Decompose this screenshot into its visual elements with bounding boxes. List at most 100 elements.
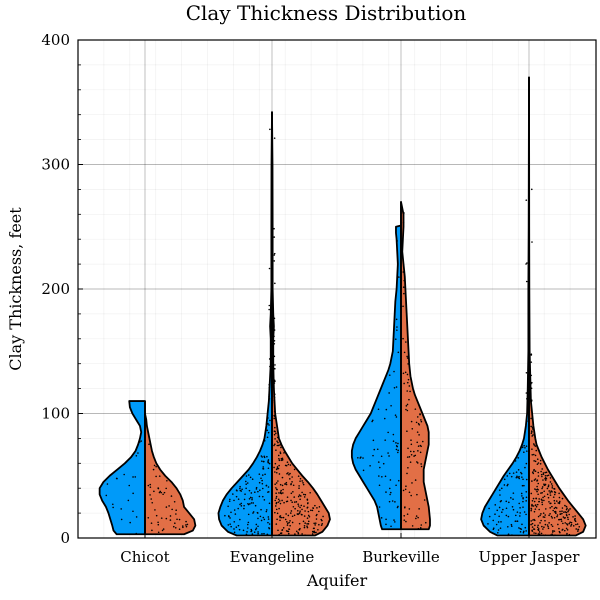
data-point-upper-jasper (544, 514, 546, 516)
data-point-upper-jasper (500, 487, 503, 490)
data-point-upper-jasper (534, 508, 537, 510)
data-point-evangeline (260, 508, 262, 511)
data-point-evangeline (233, 520, 236, 523)
data-point-chicot (135, 454, 138, 457)
chart-title: Clay Thickness Distribution (186, 1, 467, 25)
data-point-upper-jasper (561, 497, 564, 500)
data-point-upper-jasper (530, 507, 533, 510)
data-point-evangeline (311, 509, 314, 512)
data-point-upper-jasper (497, 521, 500, 523)
data-point-chicot (127, 499, 130, 502)
data-point-upper-jasper (548, 522, 550, 524)
data-point-chicot (155, 465, 157, 468)
data-point-burkeville (414, 479, 417, 481)
data-point-evangeline (273, 137, 276, 139)
data-point-upper-jasper (545, 471, 548, 474)
data-point-upper-jasper (534, 488, 536, 490)
data-point-evangeline (297, 503, 299, 506)
x-tick-label: Evangeline (230, 548, 315, 566)
data-point-chicot (157, 487, 160, 490)
data-point-evangeline (267, 516, 270, 518)
data-point-evangeline (247, 474, 250, 476)
data-point-burkeville (418, 424, 421, 426)
data-point-upper-jasper (540, 473, 543, 476)
data-point-evangeline (274, 438, 276, 440)
data-point-burkeville (403, 292, 405, 295)
data-point-evangeline (275, 482, 278, 484)
data-point-evangeline (290, 499, 292, 502)
data-point-evangeline (229, 517, 231, 519)
data-point-upper-jasper (564, 511, 567, 513)
data-point-burkeville (406, 373, 409, 376)
data-point-upper-jasper (566, 534, 568, 536)
data-point-upper-jasper (503, 484, 506, 486)
data-point-evangeline (303, 515, 306, 517)
data-point-burkeville (392, 440, 395, 442)
data-point-upper-jasper (537, 529, 540, 531)
data-point-upper-jasper (538, 498, 540, 500)
data-point-evangeline (252, 502, 255, 504)
data-point-burkeville (384, 439, 387, 441)
violin-left-burkeville (350, 224, 402, 531)
data-point-upper-jasper (541, 487, 543, 490)
data-point-burkeville (415, 421, 418, 424)
data-point-chicot (152, 468, 155, 471)
data-point-upper-jasper (567, 518, 569, 521)
data-point-evangeline (274, 282, 276, 285)
data-point-evangeline (321, 523, 324, 525)
data-point-evangeline (306, 523, 308, 525)
data-point-chicot (129, 521, 131, 524)
data-point-burkeville (407, 447, 409, 450)
data-point-chicot (165, 506, 168, 508)
data-point-upper-jasper (540, 513, 542, 515)
data-point-upper-jasper (517, 469, 520, 471)
data-point-evangeline (318, 510, 320, 513)
data-point-burkeville (402, 286, 405, 288)
data-point-evangeline (306, 499, 309, 501)
data-point-upper-jasper (520, 492, 523, 495)
data-point-evangeline (280, 446, 282, 449)
data-point-burkeville (420, 445, 422, 448)
data-point-evangeline (274, 426, 276, 429)
data-point-upper-jasper (508, 472, 511, 475)
data-point-evangeline (257, 531, 259, 533)
data-point-evangeline (307, 514, 310, 517)
scatter-points (105, 128, 581, 537)
data-point-evangeline (273, 382, 276, 384)
data-point-evangeline (303, 496, 306, 498)
data-point-evangeline (307, 510, 310, 513)
data-point-evangeline (230, 525, 232, 528)
data-point-upper-jasper (575, 528, 578, 530)
data-point-evangeline (237, 498, 240, 500)
data-point-burkeville (406, 513, 409, 515)
data-point-upper-jasper (558, 492, 560, 495)
data-point-upper-jasper (522, 500, 524, 503)
data-point-burkeville (415, 515, 418, 517)
data-point-evangeline (298, 485, 300, 487)
data-point-evangeline (246, 523, 249, 526)
data-point-burkeville (388, 392, 390, 394)
data-point-evangeline (275, 432, 277, 435)
data-point-chicot (149, 494, 151, 496)
data-point-evangeline (290, 483, 292, 486)
data-point-upper-jasper (501, 511, 503, 513)
data-point-evangeline (273, 401, 276, 403)
data-point-upper-jasper (511, 506, 514, 508)
data-point-upper-jasper (553, 491, 556, 493)
data-point-upper-jasper (531, 435, 533, 437)
data-point-chicot (132, 476, 134, 478)
violin-left-evangeline (217, 111, 273, 537)
data-point-upper-jasper (537, 482, 540, 485)
data-point-upper-jasper (525, 500, 527, 502)
data-point-burkeville (377, 461, 380, 463)
data-point-evangeline (288, 473, 290, 476)
data-point-burkeville (384, 475, 387, 478)
data-point-upper-jasper (544, 477, 546, 480)
data-point-chicot (120, 508, 122, 510)
data-point-evangeline (273, 367, 276, 370)
data-point-burkeville (419, 527, 422, 529)
data-point-evangeline (317, 529, 319, 531)
data-point-burkeville (373, 448, 376, 451)
data-point-chicot (158, 491, 161, 494)
data-point-upper-jasper (556, 514, 559, 516)
